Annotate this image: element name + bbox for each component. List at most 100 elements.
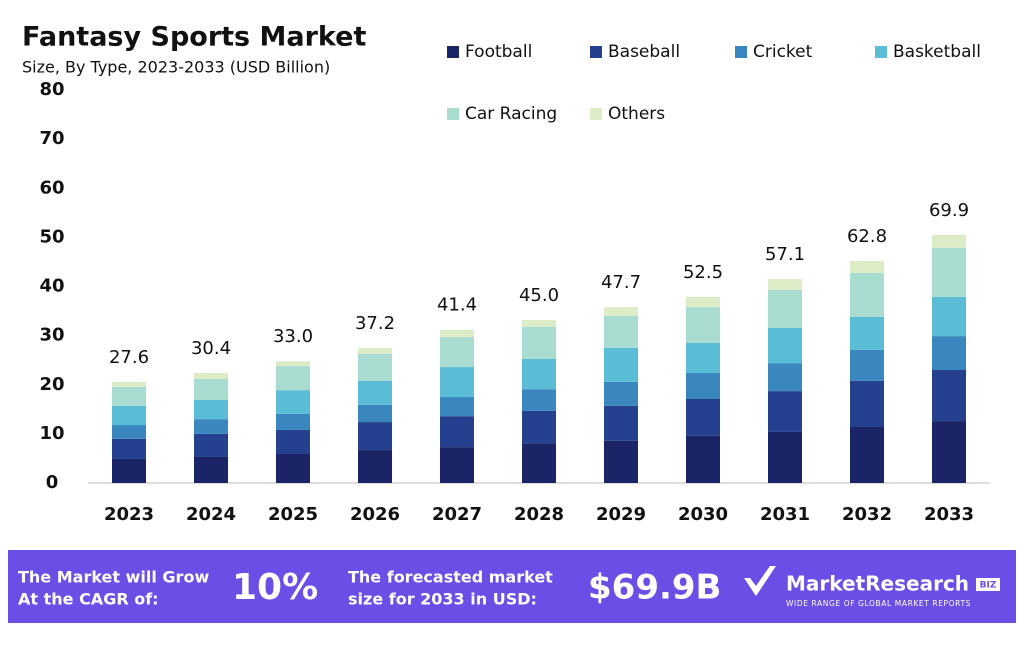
x-tick-label: 2023 xyxy=(104,504,154,525)
y-tick-label: 30 xyxy=(39,325,64,346)
y-tick-label: 50 xyxy=(39,226,64,247)
bar-segment xyxy=(112,438,146,459)
bar-segment xyxy=(522,410,556,444)
total-label: 30.4 xyxy=(191,338,231,359)
bar-segment xyxy=(194,456,228,483)
chart: Fantasy Sports Market Size, By Type, 202… xyxy=(22,22,990,525)
cagr-text: At the CAGR of: xyxy=(18,590,159,609)
bar-segment xyxy=(194,399,228,420)
bar-segment xyxy=(276,413,310,430)
forecast-value: $69.9B xyxy=(588,568,721,608)
x-tick-label: 2025 xyxy=(268,504,318,525)
bar-segment xyxy=(358,353,392,381)
total-label: 45.0 xyxy=(519,285,559,306)
brand-badge-box xyxy=(976,578,1000,591)
bar-segment xyxy=(194,378,228,400)
bar-segment xyxy=(850,316,884,350)
bar-segment xyxy=(440,337,474,368)
bar-segment xyxy=(604,405,638,441)
bar-segment xyxy=(768,289,802,328)
forecast-text: size for 2033 in USD: xyxy=(348,590,537,609)
total-label: 47.7 xyxy=(601,272,641,293)
bar-segment xyxy=(850,426,884,483)
legend-swatch xyxy=(590,46,602,58)
bar-segment xyxy=(686,435,720,483)
total-label: 37.2 xyxy=(355,313,395,334)
bar-segment xyxy=(686,342,720,373)
y-tick-label: 60 xyxy=(39,177,64,198)
bar-segment xyxy=(276,454,310,483)
total-label: 62.8 xyxy=(847,226,887,247)
bar-segment xyxy=(358,450,392,483)
y-tick-label: 80 xyxy=(39,79,64,100)
x-tick-label: 2028 xyxy=(514,504,564,525)
bar-segment xyxy=(358,422,392,451)
legend-label: Basketball xyxy=(893,42,981,62)
bar-segment xyxy=(440,397,474,417)
total-label: 69.9 xyxy=(929,200,969,221)
legend-swatch xyxy=(735,46,747,58)
bar-segment xyxy=(440,416,474,448)
bar-segment xyxy=(276,390,310,414)
brand-tagline: WIDE RANGE OF GLOBAL MARKET REPORTS xyxy=(786,599,971,608)
total-label: 33.0 xyxy=(273,326,313,347)
bar-segment xyxy=(850,349,884,381)
legend-swatch xyxy=(875,46,887,58)
legend-swatch xyxy=(447,108,459,120)
y-tick-label: 10 xyxy=(39,423,64,444)
bar-segment xyxy=(276,366,310,391)
bar-segment xyxy=(932,234,966,248)
brand-badge: BIZ xyxy=(980,581,997,591)
bar-segment xyxy=(440,367,474,398)
bar-segment xyxy=(522,319,556,327)
bar-segment xyxy=(768,391,802,432)
bar-segment xyxy=(194,419,228,434)
chart-title: Fantasy Sports Market xyxy=(22,22,366,53)
legend-label: Baseball xyxy=(608,42,680,62)
legend-label: Others xyxy=(608,104,665,124)
bar-segment xyxy=(604,307,638,316)
bar-segment xyxy=(932,247,966,297)
bar-segment xyxy=(932,336,966,371)
bar-segment xyxy=(686,372,720,399)
brand-logo xyxy=(744,566,776,596)
cagr-text: The Market will Grow xyxy=(18,568,209,587)
bar-segment xyxy=(440,329,474,338)
bar-segment xyxy=(850,260,884,273)
footer-band xyxy=(8,550,1016,623)
bar-segment xyxy=(686,307,720,343)
bar-segment xyxy=(112,425,146,439)
bar-segment xyxy=(112,405,146,426)
bar-segment xyxy=(932,370,966,422)
bar-segment xyxy=(112,458,146,483)
bar-segment xyxy=(686,398,720,436)
bar-segment xyxy=(604,315,638,348)
y-tick-label: 20 xyxy=(39,374,64,395)
forecast-text: The forecasted market xyxy=(348,568,553,587)
x-tick-label: 2032 xyxy=(842,504,892,525)
x-tick-label: 2029 xyxy=(596,504,646,525)
legend-label: Football xyxy=(465,42,532,62)
bar-segment xyxy=(850,272,884,317)
total-label: 27.6 xyxy=(109,347,149,368)
cagr-value: 10% xyxy=(232,567,318,608)
x-tick-label: 2033 xyxy=(924,504,974,525)
total-label: 52.5 xyxy=(683,262,723,283)
bar-segment xyxy=(522,358,556,390)
x-tick-label: 2030 xyxy=(678,504,728,525)
bar-segment xyxy=(604,347,638,382)
legend-label: Cricket xyxy=(753,42,813,62)
legend-swatch xyxy=(447,46,459,58)
bar-segment xyxy=(440,447,474,483)
bar-segment xyxy=(522,389,556,411)
y-tick-label: 70 xyxy=(39,128,64,149)
x-tick-label: 2024 xyxy=(186,504,236,525)
bar-segment xyxy=(604,440,638,483)
bar-segment xyxy=(768,327,802,364)
bar-segment xyxy=(686,296,720,308)
bar-segment xyxy=(112,386,146,406)
y-tick-label: 0 xyxy=(46,472,59,493)
bar-segment xyxy=(358,347,392,354)
bar-segment xyxy=(358,404,392,423)
bar-segment xyxy=(276,429,310,455)
